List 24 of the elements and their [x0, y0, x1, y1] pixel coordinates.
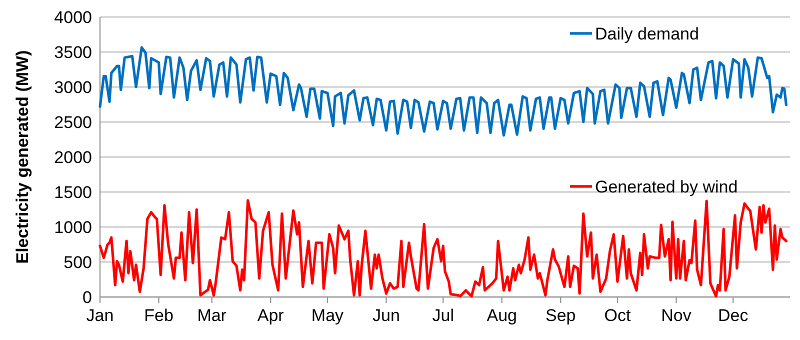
y-tick-label: 500 — [64, 252, 92, 272]
x-tick-label: Oct — [604, 306, 631, 325]
y-tick-label: 1000 — [54, 218, 92, 237]
x-tick-label: Jan — [86, 306, 114, 325]
x-tick-label: Aug — [486, 306, 517, 325]
x-tick-label: Sep — [546, 306, 576, 325]
x-tick-label: Apr — [257, 306, 284, 325]
y-tick-label: 2000 — [54, 148, 92, 167]
x-tick-label: Jul — [432, 306, 454, 325]
x-tick-label: May — [311, 306, 344, 325]
y-tick-label: 3000 — [54, 78, 92, 97]
x-tick-label: Dec — [718, 306, 749, 325]
y-tick-label: 4000 — [54, 8, 92, 27]
y-tick-label: 2500 — [54, 112, 92, 132]
y-tick-label: 1500 — [54, 182, 92, 202]
legend-label: Daily demand — [595, 24, 699, 44]
x-tick-label: Nov — [661, 306, 692, 325]
y-axis-title: Electricity generated (MW) — [12, 50, 32, 264]
x-tick-label: Mar — [197, 306, 227, 325]
x-tick-label: Jun — [372, 306, 400, 325]
y-tick-label: 0 — [82, 288, 92, 307]
y-tick-label: 3500 — [54, 42, 92, 62]
legend-label: Generated by wind — [595, 177, 738, 196]
x-tick-label: Feb — [144, 306, 174, 325]
